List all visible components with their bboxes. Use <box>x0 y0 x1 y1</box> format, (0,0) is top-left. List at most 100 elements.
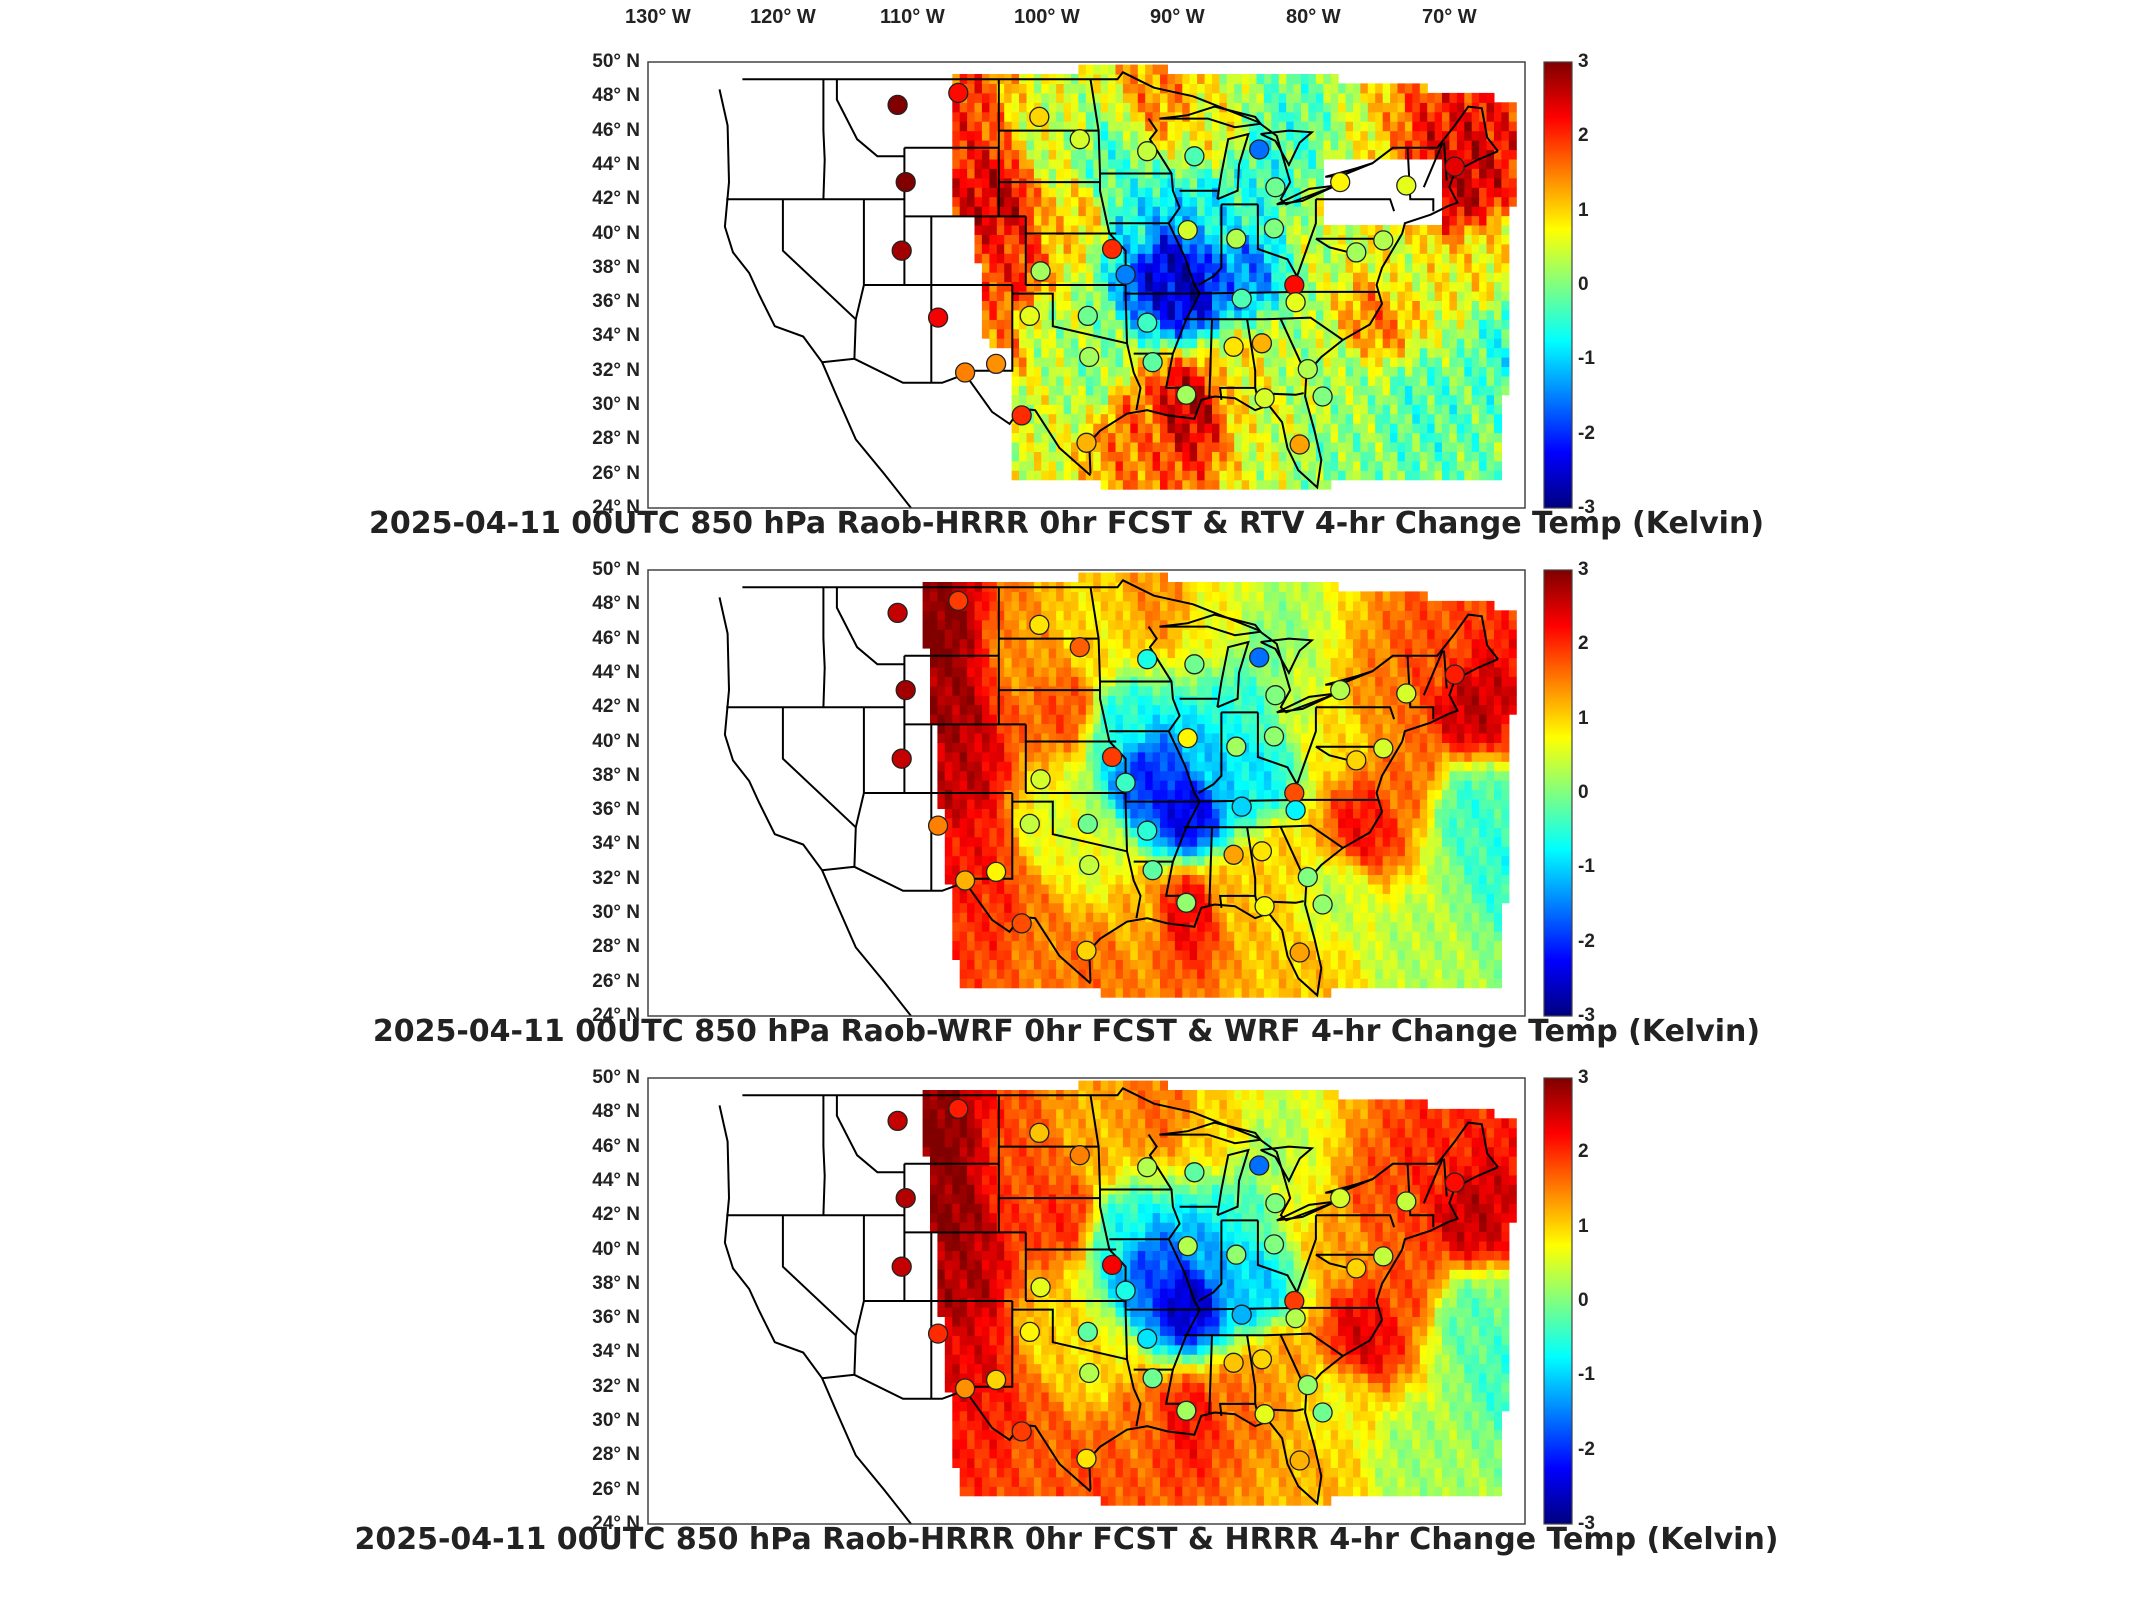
raob-station-marker <box>1284 782 1305 804</box>
raob-station-marker <box>1137 1157 1158 1178</box>
raob-station-marker <box>1019 813 1040 835</box>
colorbar-tick-label: -1 <box>1578 856 1595 878</box>
state-border <box>781 707 857 829</box>
raob-station-marker <box>985 1369 1007 1391</box>
lon-tick-label: 130° W <box>625 6 691 28</box>
lat-tick-label: 28° N <box>592 428 640 450</box>
coastline <box>1088 658 1499 998</box>
raob-station-marker <box>1029 106 1050 128</box>
lake-outline <box>1260 1145 1315 1184</box>
raob-station-marker <box>1029 1122 1050 1144</box>
lat-tick-label: 30° N <box>592 902 640 924</box>
colorbar-tick-label: -2 <box>1578 1438 1595 1460</box>
raob-station-marker <box>1251 333 1273 354</box>
lake-outline <box>1159 1121 1263 1145</box>
raob-station-marker <box>1254 388 1275 409</box>
state-border <box>835 587 905 666</box>
state-border <box>835 1095 905 1174</box>
raob-station-marker <box>927 815 949 836</box>
raob-station-marker <box>1330 171 1351 193</box>
lon-tick-label: 90° W <box>1150 6 1205 28</box>
raob-station-marker <box>1115 264 1136 285</box>
state-border <box>1315 706 1396 720</box>
state-border <box>1422 1158 1444 1204</box>
state-border <box>1012 292 1128 345</box>
raob-station-marker <box>1396 1191 1417 1212</box>
raob-station-marker <box>1137 649 1158 670</box>
raob-station-marker <box>1077 1321 1098 1343</box>
state-border <box>822 1095 826 1216</box>
state-border <box>1012 800 1128 853</box>
raob-station-marker <box>887 1110 908 1132</box>
lat-tick-label: 30° N <box>592 394 640 416</box>
raob-station-marker <box>1142 352 1163 373</box>
lat-tick-label: 26° N <box>592 970 640 992</box>
raob-station-marker <box>1373 230 1394 251</box>
raob-station-marker <box>1226 1244 1247 1265</box>
state-border <box>1406 655 1435 720</box>
raob-station-marker <box>927 1323 949 1344</box>
raob-station-marker <box>1289 1450 1310 1471</box>
state-border <box>1183 824 1344 849</box>
lat-tick-label: 44° N <box>592 661 640 683</box>
raob-station-marker <box>1231 1304 1252 1325</box>
lon-tick-label: 110° W <box>880 6 945 28</box>
national-border <box>742 71 1499 206</box>
state-border <box>963 793 1014 880</box>
raob-stations <box>887 82 1465 455</box>
raob-station-marker <box>891 748 912 769</box>
coastline <box>718 1105 823 1379</box>
raob-stations <box>887 590 1465 963</box>
map-frame <box>647 569 1526 1017</box>
raob-station-marker <box>1285 292 1306 313</box>
raob-station-marker <box>1285 1308 1306 1329</box>
raob-station-marker <box>1226 228 1247 249</box>
raob-station-marker <box>1297 866 1318 888</box>
raob-station-marker <box>1142 1368 1163 1389</box>
lat-tick-label: 40° N <box>592 222 640 244</box>
state-border <box>853 1215 865 1375</box>
raob-station-marker <box>1011 405 1032 426</box>
raob-station-marker <box>1142 860 1163 881</box>
state-border <box>963 1301 1014 1388</box>
raob-station-marker <box>1011 913 1032 934</box>
state-border <box>1315 1214 1396 1228</box>
lake-outline <box>1325 162 1373 178</box>
lon-tick-label: 120° W <box>750 6 816 28</box>
coastline <box>718 597 823 871</box>
state-border <box>1208 1335 1213 1415</box>
state-border <box>1089 1095 1142 1427</box>
raob-station-marker <box>1030 261 1051 282</box>
state-border <box>1256 1215 1317 1295</box>
lat-tick-label: 26° N <box>592 462 640 484</box>
lat-tick-label: 48° N <box>592 1101 640 1123</box>
raob-station-marker <box>1076 940 1097 961</box>
lake-outline <box>1260 637 1315 676</box>
raob-station-marker <box>1251 1349 1273 1370</box>
raob-station-marker <box>1076 1448 1097 1469</box>
raob-station-marker <box>1346 750 1367 771</box>
raob-station-marker <box>1079 854 1100 876</box>
raob-station-marker <box>948 82 969 104</box>
panel-caption: 2025-04-11 00UTC 850 hPa Raob-HRRR 0hr F… <box>368 506 1765 541</box>
raob-station-marker <box>1101 1254 1123 1276</box>
colorbar-tick-label: -2 <box>1578 930 1595 952</box>
temperature-change-field <box>922 1080 1517 1506</box>
lat-tick-label: 32° N <box>592 1375 640 1397</box>
raob-station-marker <box>1101 238 1123 260</box>
colorbar-tick-label: 3 <box>1578 1067 1589 1088</box>
raob-station-marker <box>1265 177 1286 198</box>
state-border <box>1443 1158 1448 1197</box>
raob-station-marker <box>1265 1193 1286 1214</box>
temperature-change-field <box>952 64 1517 490</box>
raob-station-marker <box>1284 1290 1305 1312</box>
lake-outline <box>1216 640 1250 709</box>
temperature-change-field <box>922 572 1517 998</box>
raob-station-marker <box>1373 738 1394 759</box>
lat-tick-label: 32° N <box>592 359 640 381</box>
state-border <box>1422 650 1444 696</box>
colorbar-tick-label: -2 <box>1578 422 1595 444</box>
raob-station-marker <box>1444 1172 1465 1193</box>
colorbar-tick-label: 0 <box>1578 1290 1589 1311</box>
lat-tick-label: 24° N <box>592 1513 640 1534</box>
